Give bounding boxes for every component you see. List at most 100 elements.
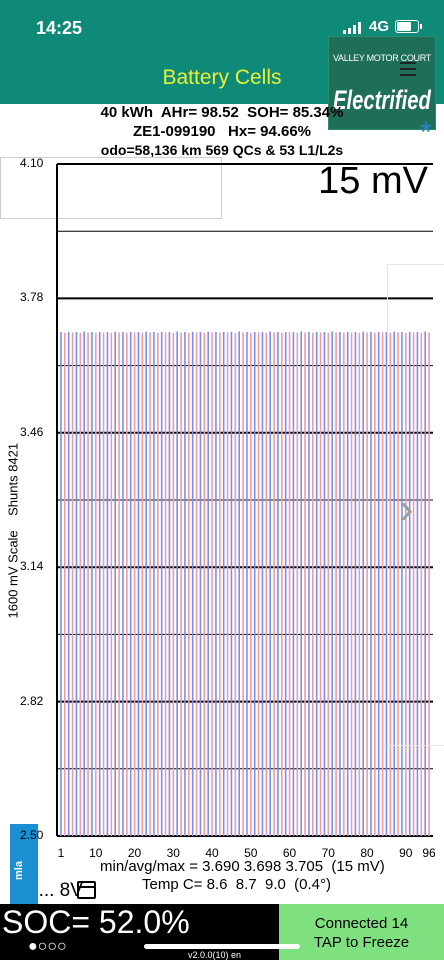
page-dots[interactable]: ●○○○ [28,938,67,955]
cell-bar [126,332,128,836]
cell-bar [122,332,124,836]
cell-bar [246,332,248,836]
cell-bar [408,332,411,836]
cell-bar [118,332,120,836]
status-time: 14:25 [36,18,83,38]
mla-label: mla [13,861,25,880]
network-label: 4G [369,18,390,35]
cell-bar [215,332,217,836]
star-icon[interactable]: * [420,116,432,149]
cell-bar [91,332,93,836]
y-tick-label: 3.46 [20,424,44,439]
cell-bar [401,332,403,836]
cell-bar [102,332,105,836]
calendar-icon[interactable] [77,881,96,899]
cell-bar [346,332,349,836]
home-indicator[interactable] [144,944,300,949]
y-tick-label: 2.50 [20,828,44,842]
cell-bar [358,332,361,836]
cell-bar [79,332,82,836]
logo: VALLEY MOTOR COURT Electrified [328,36,436,130]
cell-bar [184,332,186,836]
cell-bar [277,332,279,836]
cell-bar [257,332,260,836]
cell-bar [288,332,291,836]
connect-line2: TAP to Freeze [313,934,410,951]
page-title: Battery Cells [162,66,282,89]
y-tick-label: 3.78 [20,290,44,305]
cell-bar [67,332,70,836]
cell-bar [397,332,399,836]
cell-bar [284,332,287,836]
cell-bar [335,332,337,836]
mla-badge: mla [10,824,38,910]
cell-bar [133,332,136,836]
cell-bar [389,332,392,836]
cell-bar [315,332,318,836]
cell-bar [300,331,302,836]
cell-bar [172,332,175,836]
cell-bar [412,332,415,836]
cell-bar [83,331,85,836]
cell-bar [323,332,326,836]
cell-bar [222,332,225,836]
cell-bar [195,332,198,836]
temp-text: Temp C= 8.6 8.7 9.0 (0.4°) [142,876,332,893]
cell-bar [269,331,271,836]
cell-bar [242,332,244,836]
cell-bar [281,332,283,836]
cell-bar [308,332,310,836]
cell-bar [319,332,322,836]
right-panel [387,264,444,746]
cell-bar [265,332,268,836]
y-tick-label: 2.82 [20,693,44,708]
x-tick-label: 1 [57,846,65,860]
cell-bar [428,332,430,836]
chevron-right-icon[interactable]: › [399,484,414,533]
overlay-box [0,157,222,219]
y-tick-label: 4.10 [20,156,44,170]
cell-bar [106,332,109,836]
x-tick-label: 96 [422,846,436,860]
cell-bar [207,331,209,836]
info-line-1: 40 kWh AHr= 98.52 SOH= 85.34% [100,104,344,121]
cell-bar [261,332,264,836]
cell-bar [137,332,140,836]
x-tick-label: 60 [282,846,297,860]
logo-main-text: Electrified [333,85,431,115]
cell-bar [157,332,159,836]
cell-bar [98,332,101,836]
x-tick-label: 40 [205,846,219,860]
connect-line1: Connected 14 [314,915,409,932]
x-tick-label: 20 [127,846,142,860]
cell-voltage-chart [56,163,433,837]
info-line-2: ZE1-099190 Hx= 94.66% [132,123,312,140]
cell-bar [203,332,206,836]
cell-bar [331,331,333,836]
cell-bar [296,332,299,836]
x-tick-label: 90 [399,846,413,860]
cell-bar [199,332,202,836]
cell-bar [191,332,194,836]
cell-bar [370,332,372,836]
battery-icon [395,20,422,33]
connect-button[interactable]: Connected 14 TAP to Freeze [279,904,444,960]
soc-text: SOC= 52.0% [2,904,190,940]
menu-icon[interactable] [400,62,416,76]
logo-top-text: VALLEY MOTOR COURT [333,53,431,63]
cell-bar [327,332,330,836]
cell-bar [292,332,295,836]
cell-bar [230,332,233,836]
cell-bar [350,332,353,836]
cell-bar [75,332,78,836]
cell-bar [253,332,256,836]
cell-bar [211,332,213,836]
cell-bar [354,332,357,836]
voltage-text: 1... 8V [28,880,83,901]
cell-bar [219,332,221,836]
cell-bar [64,332,66,836]
cell-bar [176,331,178,836]
cell-bar [385,332,388,836]
y-axis-title: 1600 mV Scale Shunts 8421 [5,442,21,619]
cell-bar [153,332,155,836]
